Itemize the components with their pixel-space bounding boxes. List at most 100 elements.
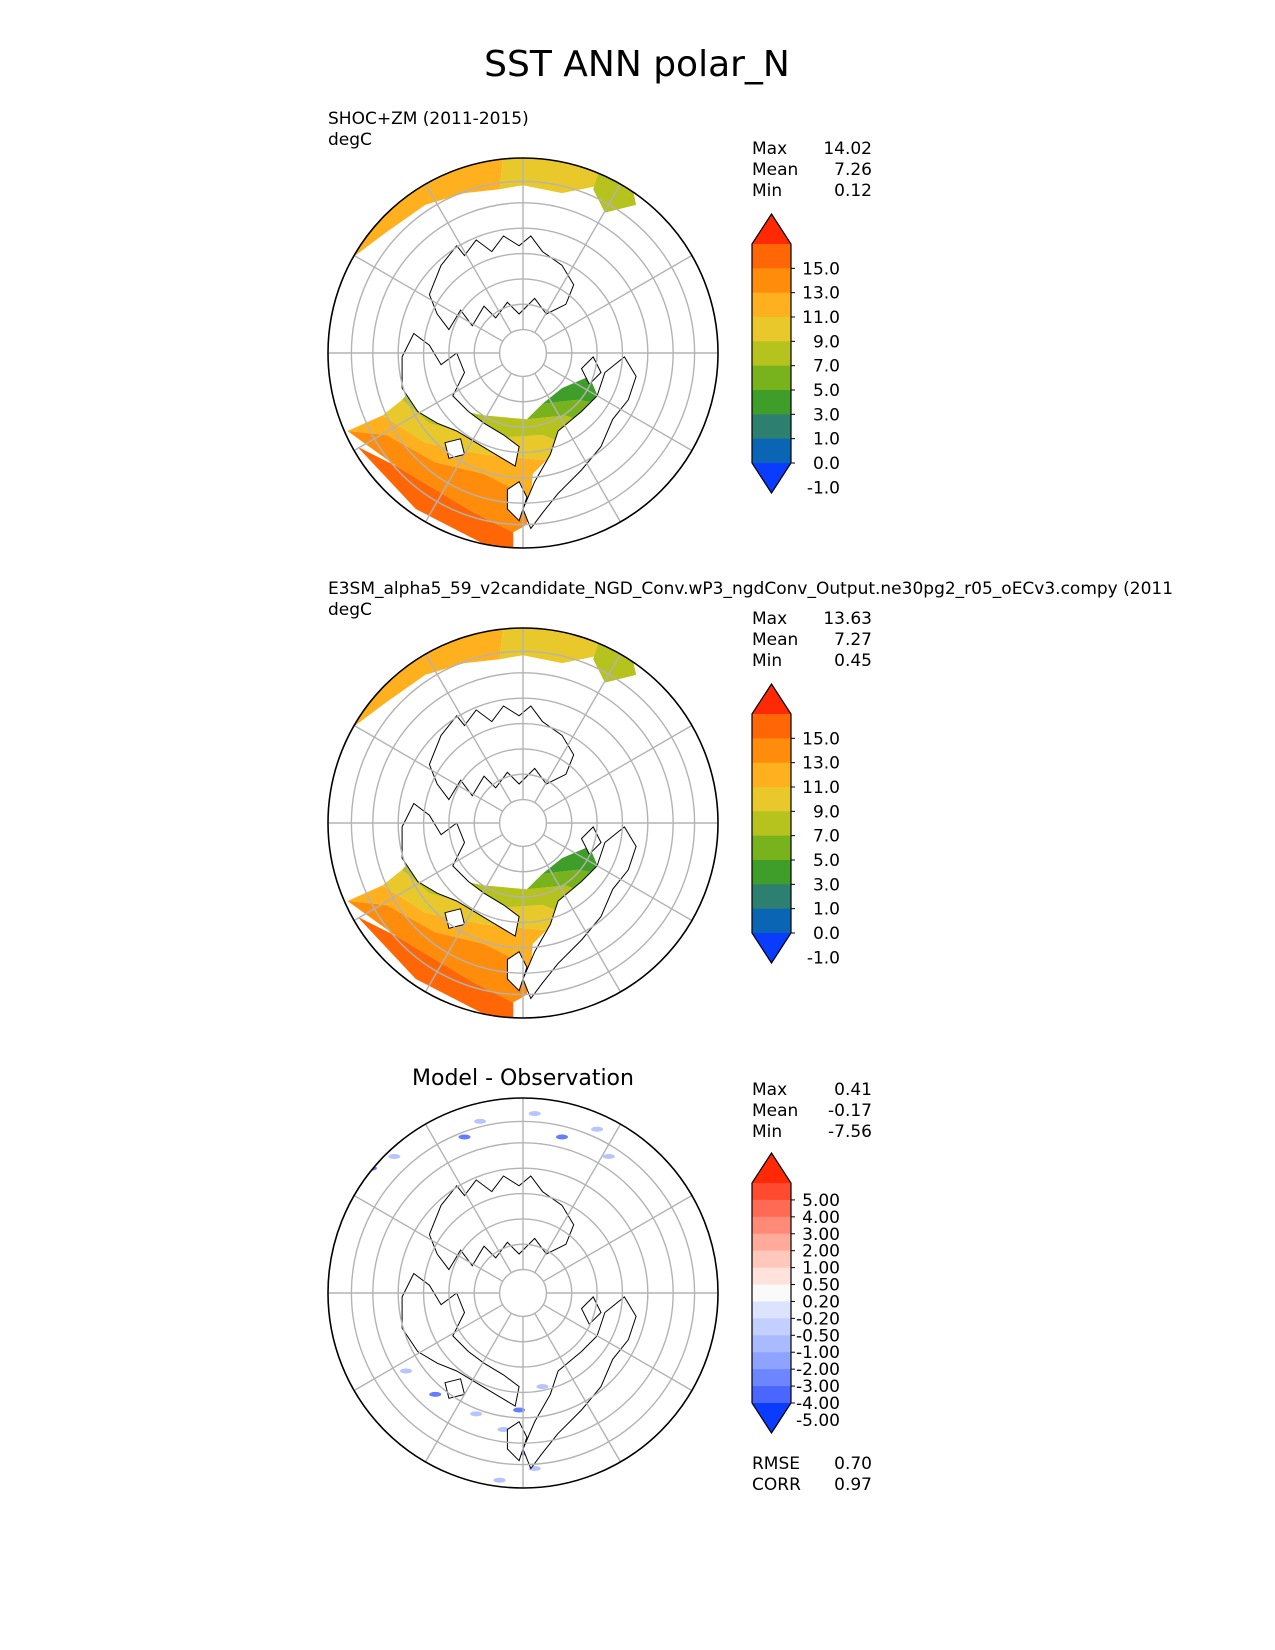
colorbar-segment [752,1301,791,1319]
colorbar-segment [752,414,791,440]
stat-label: Mean [752,630,798,650]
panel-title: Model - Observation [412,1066,634,1091]
coastline [444,1378,466,1399]
colorbar-extend-min [752,933,791,963]
colorbar-extend-min [752,1403,791,1433]
coastline [522,1296,637,1470]
meridian-line [542,254,693,342]
difference-speck [528,1111,541,1117]
coastline [444,438,466,459]
north-atlantic-band [542,376,601,404]
north-atlantic-band [347,901,531,1003]
colorbar-tick-label: -1.0 [807,948,840,968]
stat-value: 14.02 [823,139,872,159]
colorbar-tick-label: -1.0 [807,478,840,498]
coastline [401,802,520,937]
colorbar-tick-label: -0.50 [796,1326,840,1346]
colorbar-extend-max [752,684,791,714]
north-atlantic-band [402,384,586,443]
colorbar-tick-label: 1.0 [813,900,840,920]
colorbar-tick-label: 3.0 [813,405,840,425]
colorbar-tick-label: 1.0 [813,430,840,450]
colorbar-segment [752,365,791,391]
difference-speck [400,1368,412,1374]
meridian-line [542,834,693,922]
colorbar-tick-label: 4.00 [802,1208,840,1228]
colorbar-segment [752,835,791,861]
panel-test-model: SHOC+ZM (2011-2015)degC Max 14.02 Mean 7.26 M… [327,109,872,549]
colorbar-segment [752,1216,791,1235]
coastline [401,332,520,467]
colorbar-segment [752,1352,791,1370]
colorbar-extend-max [752,1153,791,1183]
colorbar-segment [752,714,791,739]
meridian-line [534,653,622,804]
difference-speck [388,1154,401,1159]
meridian-line [534,842,622,993]
difference-speck [513,1407,526,1413]
difference-speck [474,1118,487,1124]
north-atlantic-band [402,854,586,913]
metric-value: 0.70 [834,1454,872,1474]
stat-value: 7.27 [834,630,872,650]
figure-title: SST ANN polar_N [484,44,790,85]
meridian-line [424,372,512,523]
stat-label: Min [752,181,782,201]
north-atlantic-band [357,916,514,1018]
colorbar-tick-label: 0.50 [802,1276,840,1296]
north-atlantic-band [357,446,514,548]
polar-map [328,158,718,548]
colorbar-segment [752,390,791,415]
panel-title: SHOC+ZM (2011-2015) [328,109,529,129]
colorbar-segment [752,1233,791,1252]
meridian-line [534,1123,622,1274]
colorbar-tick-label: 7.0 [813,357,840,377]
colorbar-tick-label: 0.20 [802,1292,840,1312]
meridian-line [424,1312,512,1463]
stat-value: -0.17 [828,1101,872,1121]
difference-speck [591,1126,604,1132]
colorbar-tick-label: 5.00 [802,1191,840,1211]
stat-value: 0.45 [834,651,872,671]
meridian-line [424,183,512,334]
meridian-line [542,724,693,812]
colorbar-segment [752,1335,791,1353]
meridian-line [542,1304,693,1392]
meridian-line [542,1194,693,1282]
stat-label: Max [752,609,787,629]
colorbar-tick-label: 3.0 [813,875,840,895]
meridian-line [353,364,504,452]
coastline [522,356,637,530]
panel-difference: Model - Observation Max 0.41 Mean -0.17 Min -7… [327,1066,872,1495]
colorbar-extend-min [752,463,791,493]
stat-label: Max [752,1080,787,1100]
colorbar-segment [752,762,791,788]
colorbar-segment [752,341,791,367]
map-boundary [327,627,719,1019]
north-pacific-band [331,158,504,266]
polar-map [328,628,718,1018]
difference-speck [602,1154,615,1159]
colorbar-segment [752,1183,791,1201]
colorbar-tick-label: 7.0 [813,827,840,847]
north-atlantic-band [542,846,601,874]
colorbar-segment [752,908,791,934]
stat-label: Min [752,1122,782,1142]
colorbar-tick-label: -2.00 [796,1360,840,1380]
coastline [522,826,637,1000]
meridian-line [534,372,622,523]
colorbar-segment [752,738,791,764]
meridian-line [353,1304,504,1392]
colorbar-segment [752,1199,791,1218]
colorbar-tick-label: -0.20 [796,1309,840,1329]
metric-label: CORR [752,1475,801,1495]
colorbar: 15.0 13.0 11.0 9.0 7.0 5.0 3.0 1.0 0.0 -1.0 [751,212,840,498]
colorbar-segment [752,268,791,294]
colorbar-tick-label: -5.00 [796,1411,840,1431]
stat-value: -7.56 [828,1122,872,1142]
colorbar-segment [752,1369,791,1387]
difference-speck [556,1134,568,1140]
difference-speck [470,1411,483,1417]
meridian-line [424,1123,512,1274]
colorbar-tick-label: -4.00 [796,1394,840,1414]
